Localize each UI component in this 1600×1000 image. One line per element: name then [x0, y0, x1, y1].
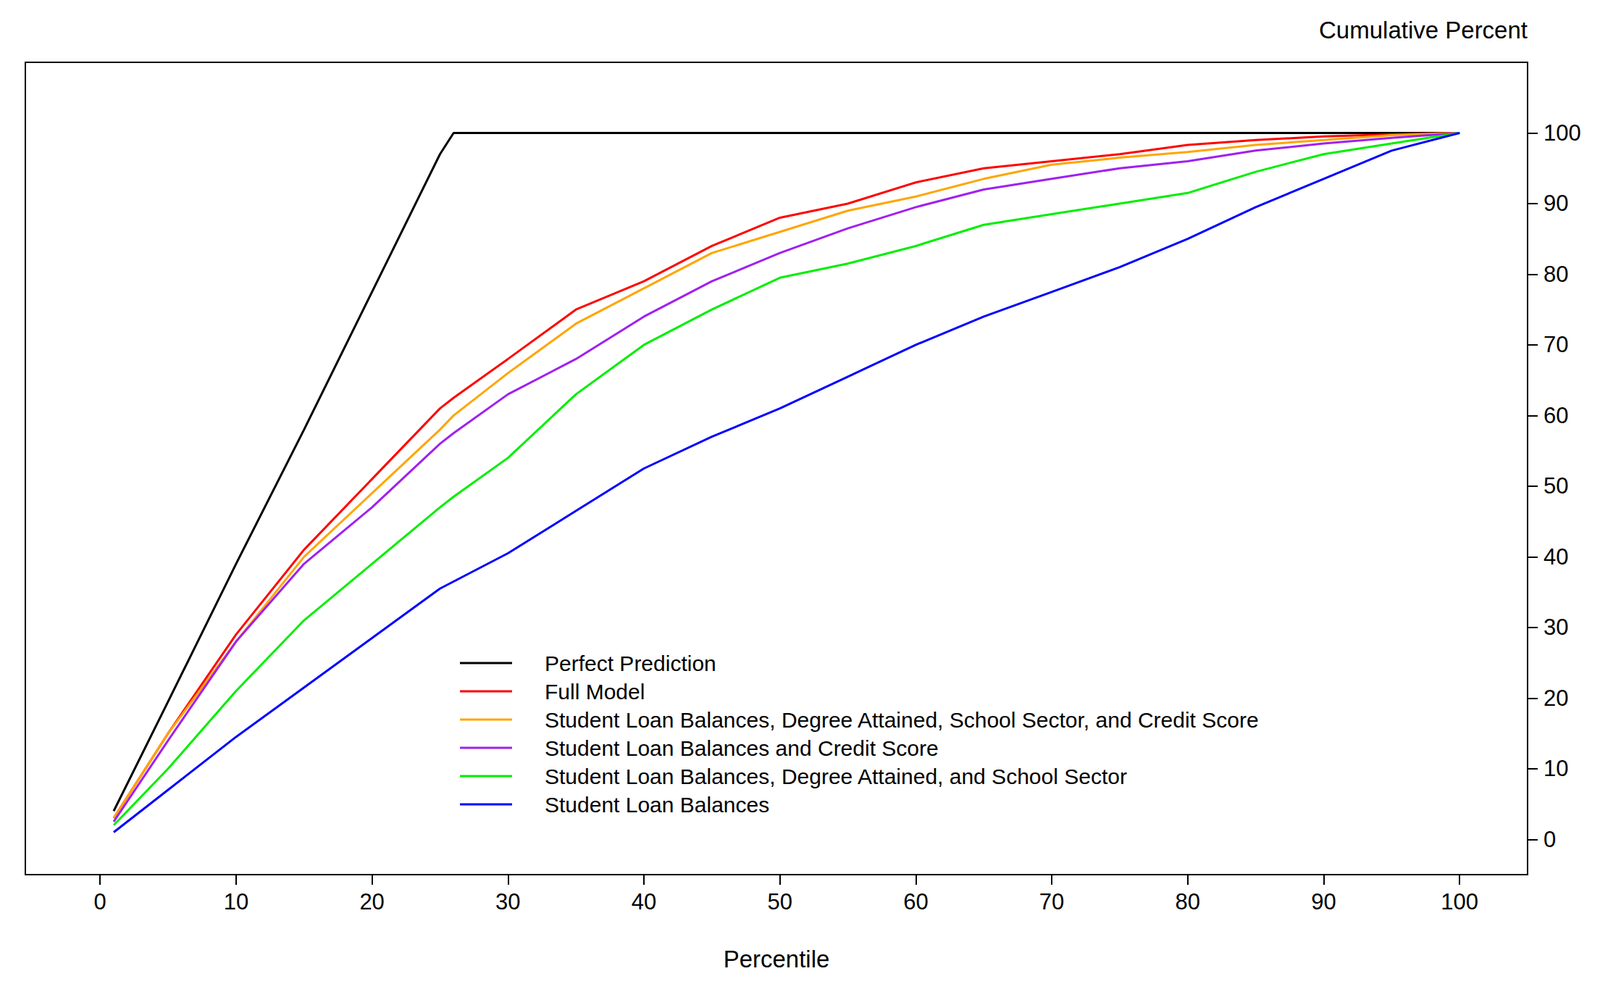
svg-text:70: 70 [1039, 888, 1065, 915]
svg-text:60: 60 [1543, 402, 1569, 429]
svg-text:20: 20 [359, 888, 384, 915]
svg-text:Student Loan Balances, Degree: Student Loan Balances, Degree Attained, … [544, 764, 1128, 789]
svg-text:80: 80 [1543, 261, 1569, 287]
svg-text:Cumulative Percent: Cumulative Percent [1318, 16, 1528, 44]
svg-text:40: 40 [1543, 543, 1569, 570]
svg-text:0: 0 [1543, 826, 1556, 852]
svg-text:90: 90 [1311, 888, 1336, 915]
svg-text:30: 30 [1543, 614, 1569, 640]
svg-text:80: 80 [1175, 888, 1201, 915]
svg-text:0: 0 [94, 888, 107, 915]
svg-text:100: 100 [1440, 888, 1479, 915]
svg-text:Percentile: Percentile [723, 945, 831, 973]
svg-text:Student Loan Balances, Degree: Student Loan Balances, Degree Attained, … [544, 707, 1259, 732]
svg-text:100: 100 [1543, 120, 1582, 146]
svg-text:Student Loan Balances: Student Loan Balances [544, 792, 770, 817]
svg-text:Perfect Prediction: Perfect Prediction [544, 651, 717, 676]
svg-text:60: 60 [903, 888, 928, 915]
svg-text:Student Loan Balances and Cred: Student Loan Balances and Credit Score [544, 735, 939, 760]
svg-text:20: 20 [1543, 685, 1569, 711]
svg-text:40: 40 [631, 888, 657, 915]
svg-text:50: 50 [1543, 472, 1569, 499]
svg-text:70: 70 [1543, 331, 1569, 358]
svg-text:Full Model: Full Model [544, 679, 645, 704]
svg-text:30: 30 [495, 888, 521, 915]
svg-text:10: 10 [223, 888, 249, 915]
svg-text:10: 10 [1543, 755, 1569, 781]
svg-text:90: 90 [1543, 190, 1569, 216]
svg-text:50: 50 [767, 888, 792, 915]
